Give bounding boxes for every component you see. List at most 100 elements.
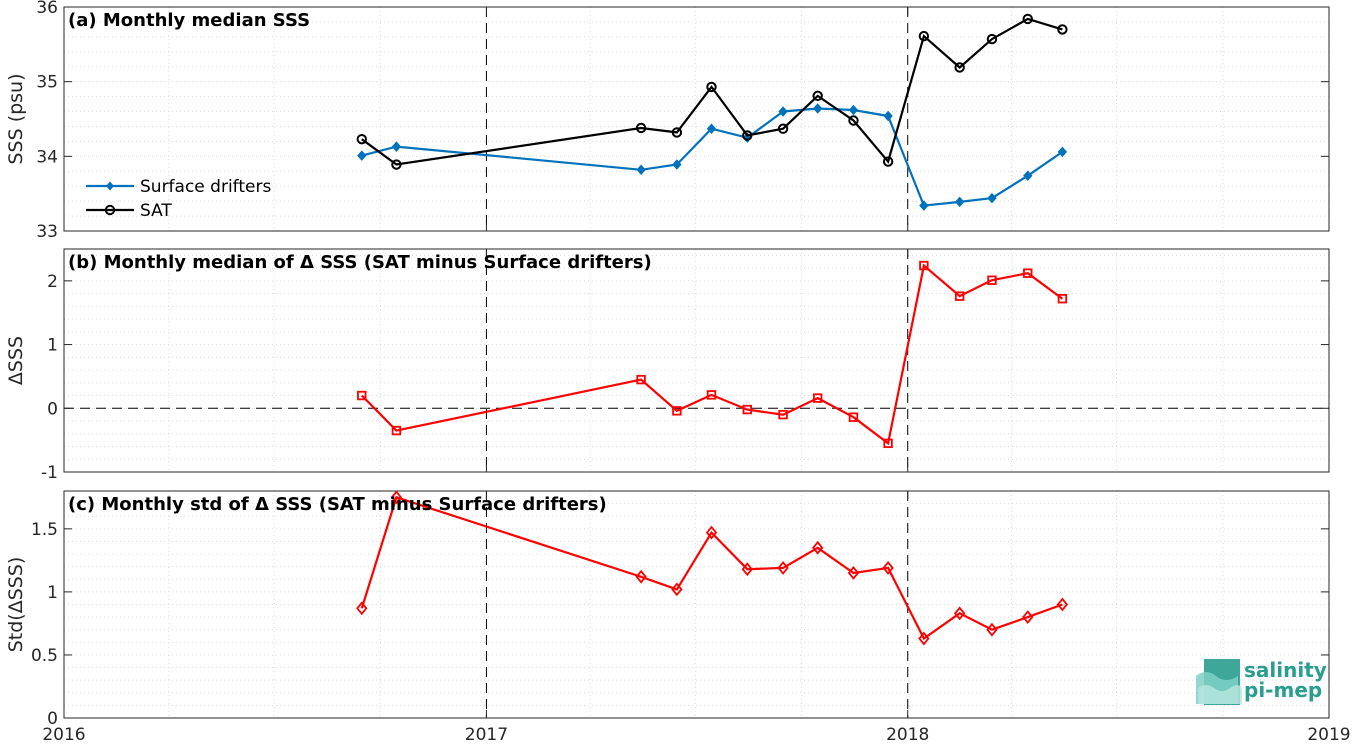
- data-point: [706, 81, 717, 93]
- data-point: [1022, 13, 1033, 25]
- data-point: [778, 106, 788, 117]
- data-point: [954, 291, 965, 301]
- y-tick-label: 33: [36, 222, 58, 242]
- data-point: [919, 200, 929, 211]
- data-point: [741, 562, 753, 577]
- panel-title: (a) Monthly median SSS: [68, 10, 310, 31]
- data-point: [953, 606, 966, 621]
- data-point: [356, 601, 368, 616]
- data-point: [636, 164, 646, 176]
- data-point: [357, 390, 367, 401]
- data-point: [706, 390, 717, 400]
- data-point: [391, 159, 402, 170]
- panel-title: (c) Monthly std of Δ SSS (SAT minus Surf…: [68, 494, 607, 515]
- axes-box: [63, 490, 1330, 719]
- data-point: [1056, 597, 1069, 612]
- series-0: [357, 103, 1068, 211]
- panel-c: 0 0.5 1 1.5 2016 2017 2018 2019 Std(ΔSSS) (c) Mon…: [5, 490, 1351, 745]
- axes-box: [63, 6, 1330, 232]
- data-point: [1057, 293, 1068, 304]
- x-tick-label: 2016: [42, 725, 85, 745]
- data-point: [812, 90, 823, 102]
- data-point: [390, 490, 403, 505]
- data-point: [812, 540, 824, 555]
- y-tick-label: 34: [36, 147, 58, 167]
- y-tick-label: 0.5: [31, 646, 58, 666]
- data-point: [848, 104, 859, 116]
- data-point: [1057, 146, 1068, 158]
- data-point: [671, 127, 683, 138]
- plot-area: [64, 7, 1329, 231]
- data-point: [357, 150, 367, 161]
- plot-area: [64, 249, 1329, 472]
- data-point: [848, 115, 859, 126]
- y-tick-label: 1: [47, 583, 58, 603]
- data-point: [882, 156, 894, 167]
- data-point: [672, 406, 682, 416]
- x-tick-label: 2019: [1307, 725, 1350, 745]
- legend-label: Surface drifters: [140, 177, 271, 197]
- data-point: [883, 110, 893, 122]
- data-point: [635, 569, 647, 584]
- series-0: [357, 260, 1068, 449]
- legend-marker: [104, 204, 116, 216]
- panel-a: 33 34 35 36 SSS (psu) (a) Monthly median SSS S…: [5, 0, 1330, 242]
- data-point: [813, 103, 823, 114]
- y-tick-label: 1: [47, 336, 58, 356]
- data-point: [918, 631, 930, 646]
- data-point: [987, 275, 997, 285]
- data-point: [671, 582, 683, 597]
- y-axis-label: ΔSSS: [5, 336, 27, 385]
- legend-label: SAT: [140, 201, 172, 221]
- data-point: [847, 566, 860, 580]
- x-tick-label: 2017: [465, 725, 508, 745]
- legend: Surface drifters SAT: [86, 177, 271, 221]
- y-tick-label: -1: [41, 463, 58, 483]
- y-tick-label: 2: [47, 272, 58, 292]
- legend-marker: [106, 181, 114, 191]
- data-point: [742, 404, 752, 415]
- data-point: [672, 159, 682, 170]
- data-point: [636, 374, 646, 385]
- axes-box: [63, 248, 1330, 473]
- data-point: [954, 62, 965, 73]
- data-point: [635, 122, 647, 134]
- data-point: [987, 192, 997, 204]
- logo-waves: [1196, 659, 1242, 705]
- y-tick-label: 0: [47, 709, 58, 729]
- panel-title: (b) Monthly median of Δ SSS (SAT minus S…: [68, 252, 652, 273]
- data-point: [777, 123, 789, 134]
- data-point: [919, 260, 929, 271]
- data-point: [1023, 170, 1033, 181]
- y-axis-label: SSS (psu): [5, 73, 27, 164]
- data-point: [1057, 24, 1068, 35]
- data-point: [882, 561, 894, 575]
- y-tick-label: 35: [36, 73, 58, 93]
- series-line: [360, 495, 1063, 641]
- x-tick-label: 2018: [886, 725, 929, 745]
- data-point: [848, 412, 859, 422]
- data-point: [1022, 610, 1034, 625]
- y-tick-label: 0: [47, 399, 58, 419]
- data-point: [883, 438, 893, 449]
- data-point: [391, 141, 402, 152]
- series-line: [361, 263, 1064, 446]
- data-point: [742, 130, 753, 141]
- data-point: [812, 393, 823, 403]
- series-0: [356, 490, 1069, 646]
- data-point: [954, 196, 965, 208]
- series-line: [361, 17, 1063, 166]
- data-point: [986, 33, 998, 45]
- data-point: [356, 133, 367, 145]
- data-point: [778, 409, 788, 420]
- logo-line1: salinity: [1244, 658, 1327, 682]
- data-point: [777, 561, 789, 575]
- series-1: [356, 13, 1068, 170]
- data-point: [1023, 268, 1033, 278]
- panel-b: -1 0 1 2 ΔSSS (b) Monthly median of Δ SSS (SA…: [5, 248, 1330, 483]
- y-tick-label: 1.5: [31, 520, 58, 540]
- logo-line2: pi-mep: [1244, 678, 1322, 702]
- data-point: [986, 622, 998, 637]
